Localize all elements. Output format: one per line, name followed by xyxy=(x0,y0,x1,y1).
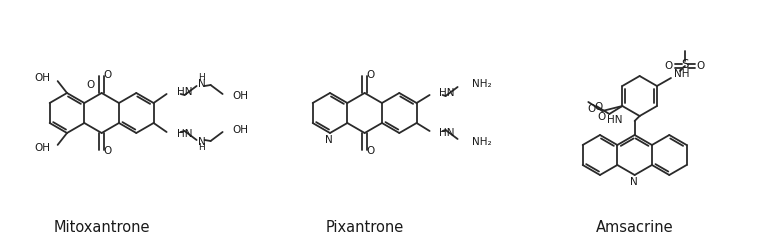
Text: O: O xyxy=(366,146,375,156)
Text: NH₂: NH₂ xyxy=(472,79,492,89)
Text: N: N xyxy=(630,177,637,187)
Text: Mitoxantrone: Mitoxantrone xyxy=(54,220,150,235)
Text: OH: OH xyxy=(35,73,51,83)
Text: O: O xyxy=(597,112,605,122)
Text: OH: OH xyxy=(233,91,249,101)
Text: O: O xyxy=(587,104,595,114)
Text: O: O xyxy=(366,70,375,80)
Text: HN: HN xyxy=(177,87,192,97)
Text: O: O xyxy=(104,146,112,156)
Text: N: N xyxy=(197,79,206,89)
Text: O: O xyxy=(697,61,705,71)
Text: O: O xyxy=(594,102,602,112)
Text: HN: HN xyxy=(439,128,454,138)
Text: OH: OH xyxy=(35,143,51,153)
Text: H: H xyxy=(198,144,205,153)
Text: NH: NH xyxy=(674,69,690,79)
Text: OH: OH xyxy=(233,125,249,135)
Text: NH₂: NH₂ xyxy=(472,137,492,147)
Text: N: N xyxy=(325,135,333,145)
Text: HN: HN xyxy=(439,88,454,98)
Text: HN: HN xyxy=(607,115,623,125)
Text: O: O xyxy=(86,79,94,89)
Text: Amsacrine: Amsacrine xyxy=(596,220,674,235)
Text: O: O xyxy=(104,70,112,80)
Text: O: O xyxy=(665,61,673,71)
Text: S: S xyxy=(681,58,689,70)
Text: Pixantrone: Pixantrone xyxy=(326,220,404,235)
Text: N: N xyxy=(197,137,206,147)
Text: HN: HN xyxy=(177,129,192,139)
Text: H: H xyxy=(198,74,205,83)
